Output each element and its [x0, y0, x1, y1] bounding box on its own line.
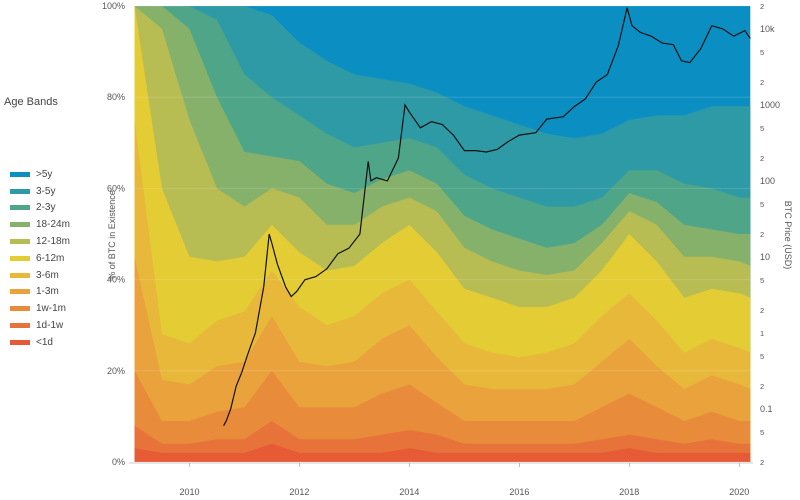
legend-swatch — [10, 323, 30, 329]
y-axis-right: 2 5 0.1 2 5 1 2 5 10 2 5 100 2 5 1000 2 5 10k 2 — [760, 2, 780, 467]
legend-label: <1d — [36, 336, 53, 348]
legend-label: 6-12m — [36, 252, 65, 264]
legend-swatch — [10, 339, 30, 345]
y-tick-label: 100% — [102, 1, 125, 11]
area-layers — [134, 6, 751, 462]
legend-item[interactable]: 18-24m — [4, 216, 114, 233]
legend-label: 2-3y — [36, 202, 56, 214]
price-line — [223, 7, 751, 426]
y2-tick-label: 10 — [760, 252, 770, 262]
y2-axis-title: BTC Price (USD) — [783, 201, 793, 270]
y2-tick-label: 5 — [760, 352, 764, 361]
x-tick-label: 2012 — [289, 487, 309, 497]
y-axis-left: 0% 20% 40% 60% 80% 100% — [102, 1, 125, 467]
legend: Age Bands >5y 3-5y 2-3y 18-24m 12-18m 6-12m 3-… — [4, 96, 114, 351]
legend-title: Age Bands — [4, 96, 58, 108]
legend-swatch — [10, 239, 30, 245]
y2-tick-label: 5 — [760, 200, 764, 209]
legend-item[interactable]: >5y — [4, 166, 114, 183]
legend-label: >5y — [36, 168, 53, 180]
y2-tick-label: 2 — [760, 382, 764, 391]
legend-item[interactable]: 1-3m — [4, 284, 114, 301]
legend-swatch — [10, 255, 30, 261]
legend-label: 1d-1w — [36, 320, 64, 332]
legend-swatch — [10, 306, 30, 312]
legend-item[interactable]: 1d-1w — [4, 317, 114, 334]
x-tick-label: 2014 — [399, 487, 419, 497]
legend-label: 1w-1m — [36, 303, 67, 315]
y2-tick-label: 1000 — [760, 100, 780, 110]
y2-tick-label: 1 — [760, 329, 764, 338]
y-tick-label: 20% — [107, 366, 125, 376]
y2-tick-label: 2 — [760, 306, 764, 315]
x-tick-label: 2010 — [179, 487, 199, 497]
y-axis-title: % of BTC in Existence — [107, 190, 117, 280]
legend-swatch — [10, 205, 30, 211]
legend-item[interactable]: 1w-1m — [4, 300, 114, 317]
y-tick-label: 0% — [112, 457, 125, 467]
y2-tick-label: 10k — [760, 24, 775, 34]
y-tick-label: 80% — [107, 92, 125, 102]
legend-label: 12-18m — [36, 236, 70, 248]
y2-tick-label: 5 — [760, 124, 764, 133]
x-tick-label: 2016 — [509, 487, 529, 497]
y2-tick-label: 5 — [760, 48, 764, 57]
legend-swatch — [10, 188, 30, 194]
legend-swatch — [10, 289, 30, 295]
area-1d — [134, 443, 751, 462]
legend-item[interactable]: 12-18m — [4, 233, 114, 250]
y2-tick-label: 0.1 — [760, 404, 773, 414]
y2-tick-label: 2 — [760, 154, 764, 163]
legend-swatch — [10, 272, 30, 278]
y2-tick-label: 5 — [760, 428, 764, 437]
y-tick-label: 60% — [107, 183, 125, 193]
legend-item[interactable]: 6-12m — [4, 250, 114, 267]
legend-label: 1-3m — [36, 286, 59, 298]
y2-tick-label: 2 — [760, 230, 764, 239]
legend-label: 18-24m — [36, 219, 70, 231]
legend-item[interactable]: 2-3y — [4, 200, 114, 217]
legend-label: 3-5y — [36, 185, 56, 197]
y-tick-label: 40% — [107, 275, 125, 285]
legend-item[interactable]: 3-5y — [4, 183, 114, 200]
legend-swatch — [10, 222, 30, 228]
x-tick-label: 2018 — [619, 487, 639, 497]
y2-tick-label: 2 — [760, 2, 764, 11]
legend-item[interactable]: 3-6m — [4, 267, 114, 284]
price-layer — [223, 7, 751, 426]
y2-tick-label: 100 — [760, 176, 775, 186]
x-axis: 2010 2012 2014 2016 2018 2020 — [129, 462, 753, 497]
gridlines — [129, 5, 753, 463]
y2-tick-label: 2 — [760, 458, 764, 467]
y2-tick-label: 5 — [760, 276, 764, 285]
x-tick-label: 2020 — [729, 487, 749, 497]
legend-item[interactable]: <1d — [4, 334, 114, 351]
legend-swatch — [10, 171, 30, 177]
legend-items: >5y 3-5y 2-3y 18-24m 12-18m 6-12m 3-6m 1-3m 1w-1… — [4, 166, 114, 351]
legend-label: 3-6m — [36, 269, 59, 281]
y2-tick-label: 2 — [760, 78, 764, 87]
